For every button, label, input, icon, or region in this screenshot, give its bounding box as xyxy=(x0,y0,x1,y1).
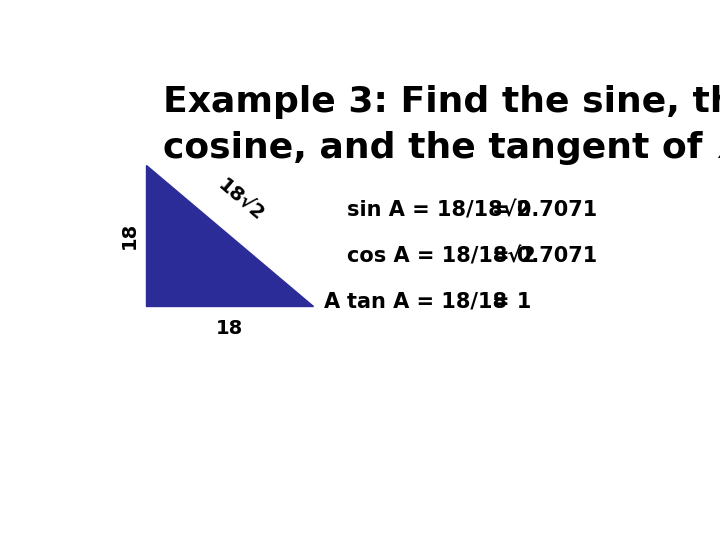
Text: sin A = 18/18√2: sin A = 18/18√2 xyxy=(347,200,531,220)
Text: 18: 18 xyxy=(120,221,138,249)
Text: cos A = 18/18√2: cos A = 18/18√2 xyxy=(347,246,536,266)
Text: A: A xyxy=(324,292,341,312)
Text: = 0.7071: = 0.7071 xyxy=(492,200,597,220)
Text: 18: 18 xyxy=(216,319,243,339)
Text: cosine, and the tangent of ∠A: cosine, and the tangent of ∠A xyxy=(163,131,720,165)
Polygon shape xyxy=(145,165,313,306)
Text: tan A = 18/18: tan A = 18/18 xyxy=(347,292,507,312)
Text: Example 3: Find the sine, the: Example 3: Find the sine, the xyxy=(163,85,720,119)
Text: = 1: = 1 xyxy=(492,292,531,312)
Text: 18√2: 18√2 xyxy=(214,176,267,225)
Text: = 0.7071: = 0.7071 xyxy=(492,246,597,266)
